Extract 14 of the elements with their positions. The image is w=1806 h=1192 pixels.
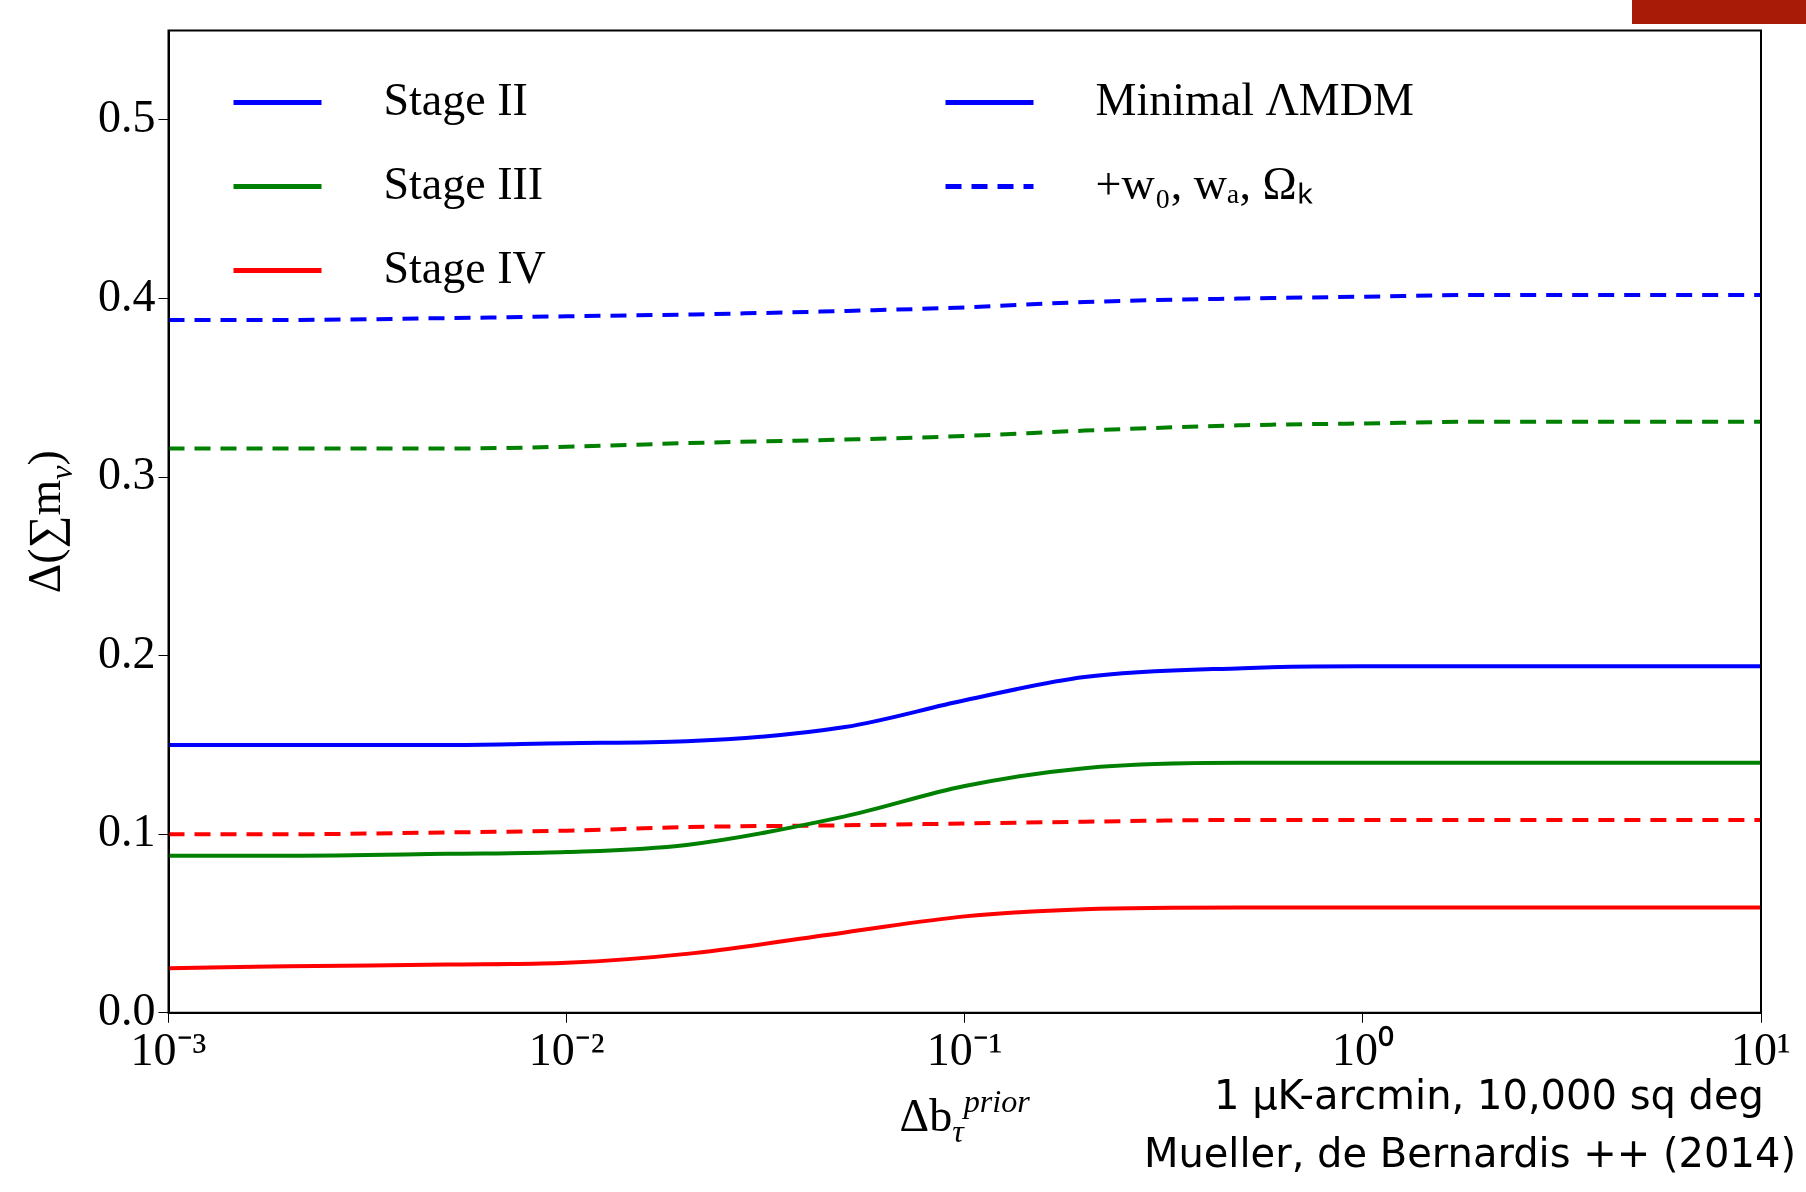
- legend-label: Stage IV: [383, 241, 546, 293]
- y-axis-title: Δ(∑mν): [19, 450, 79, 594]
- y-tick-label: 0.1: [98, 805, 156, 857]
- y-tick-label: 0.4: [98, 269, 156, 321]
- text: Mueller, de Bernardis ++ (2014): [1143, 1130, 1796, 1176]
- legend-label: Stage III: [383, 157, 544, 209]
- y-tick-label: 0.2: [98, 626, 156, 678]
- legend-label: +w₀, wₐ, Ωₖ: [1095, 157, 1313, 209]
- y-tick-label: 0.5: [98, 90, 156, 142]
- x-tick-label: 10⁻¹: [926, 1024, 1003, 1076]
- x-tick-label: 10⁻²: [528, 1024, 605, 1076]
- y-tick-label: 0.3: [98, 448, 156, 500]
- annotation: Minimal ΛMDM: [1095, 73, 1414, 125]
- legend-label: Stage II: [383, 73, 528, 125]
